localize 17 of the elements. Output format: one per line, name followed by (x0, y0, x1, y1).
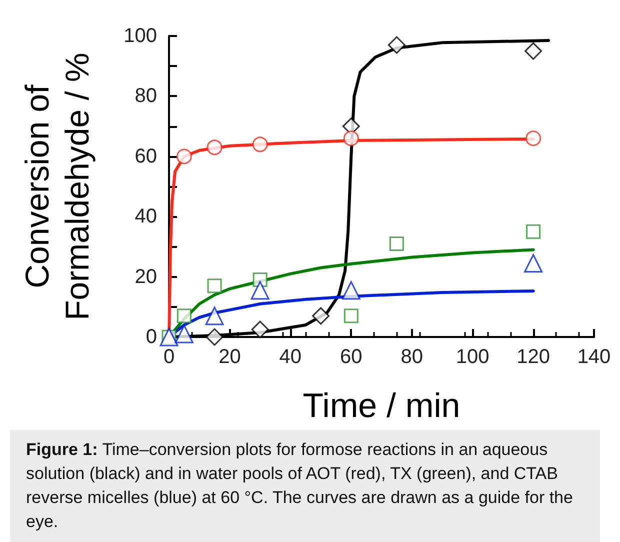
x-tick-label: 100 (456, 346, 490, 368)
y-tick-label: 0 (146, 326, 157, 348)
y-tick-label: 80 (134, 85, 157, 108)
x-tick-label: 60 (340, 346, 362, 368)
y-tick-label: 40 (134, 206, 157, 228)
x-tick-label: 0 (163, 346, 175, 368)
x-tick-label: 20 (218, 346, 241, 368)
x-tick-label: 120 (516, 346, 550, 368)
x-tick-label: 80 (400, 346, 423, 368)
y-axis-title: Conversion of Formaldehyde / % (18, 52, 96, 320)
x-axis-title: Time / min (302, 387, 460, 425)
y-tick-label: 60 (134, 145, 157, 168)
y-tick-label: 100 (124, 25, 157, 47)
y-tick-label: 20 (134, 266, 157, 288)
x-tick-label: 140 (577, 346, 611, 368)
caption: Figure 1: Time–conversion plots for formose reactions in an aqueous solution (black) and in water pools of AOT (red), TX (green), and CTAB reverse micelles (blue) at 60 °C. The curves are drawn as a guide for the eye. (26, 439, 574, 533)
x-tick-label: 40 (279, 346, 302, 368)
